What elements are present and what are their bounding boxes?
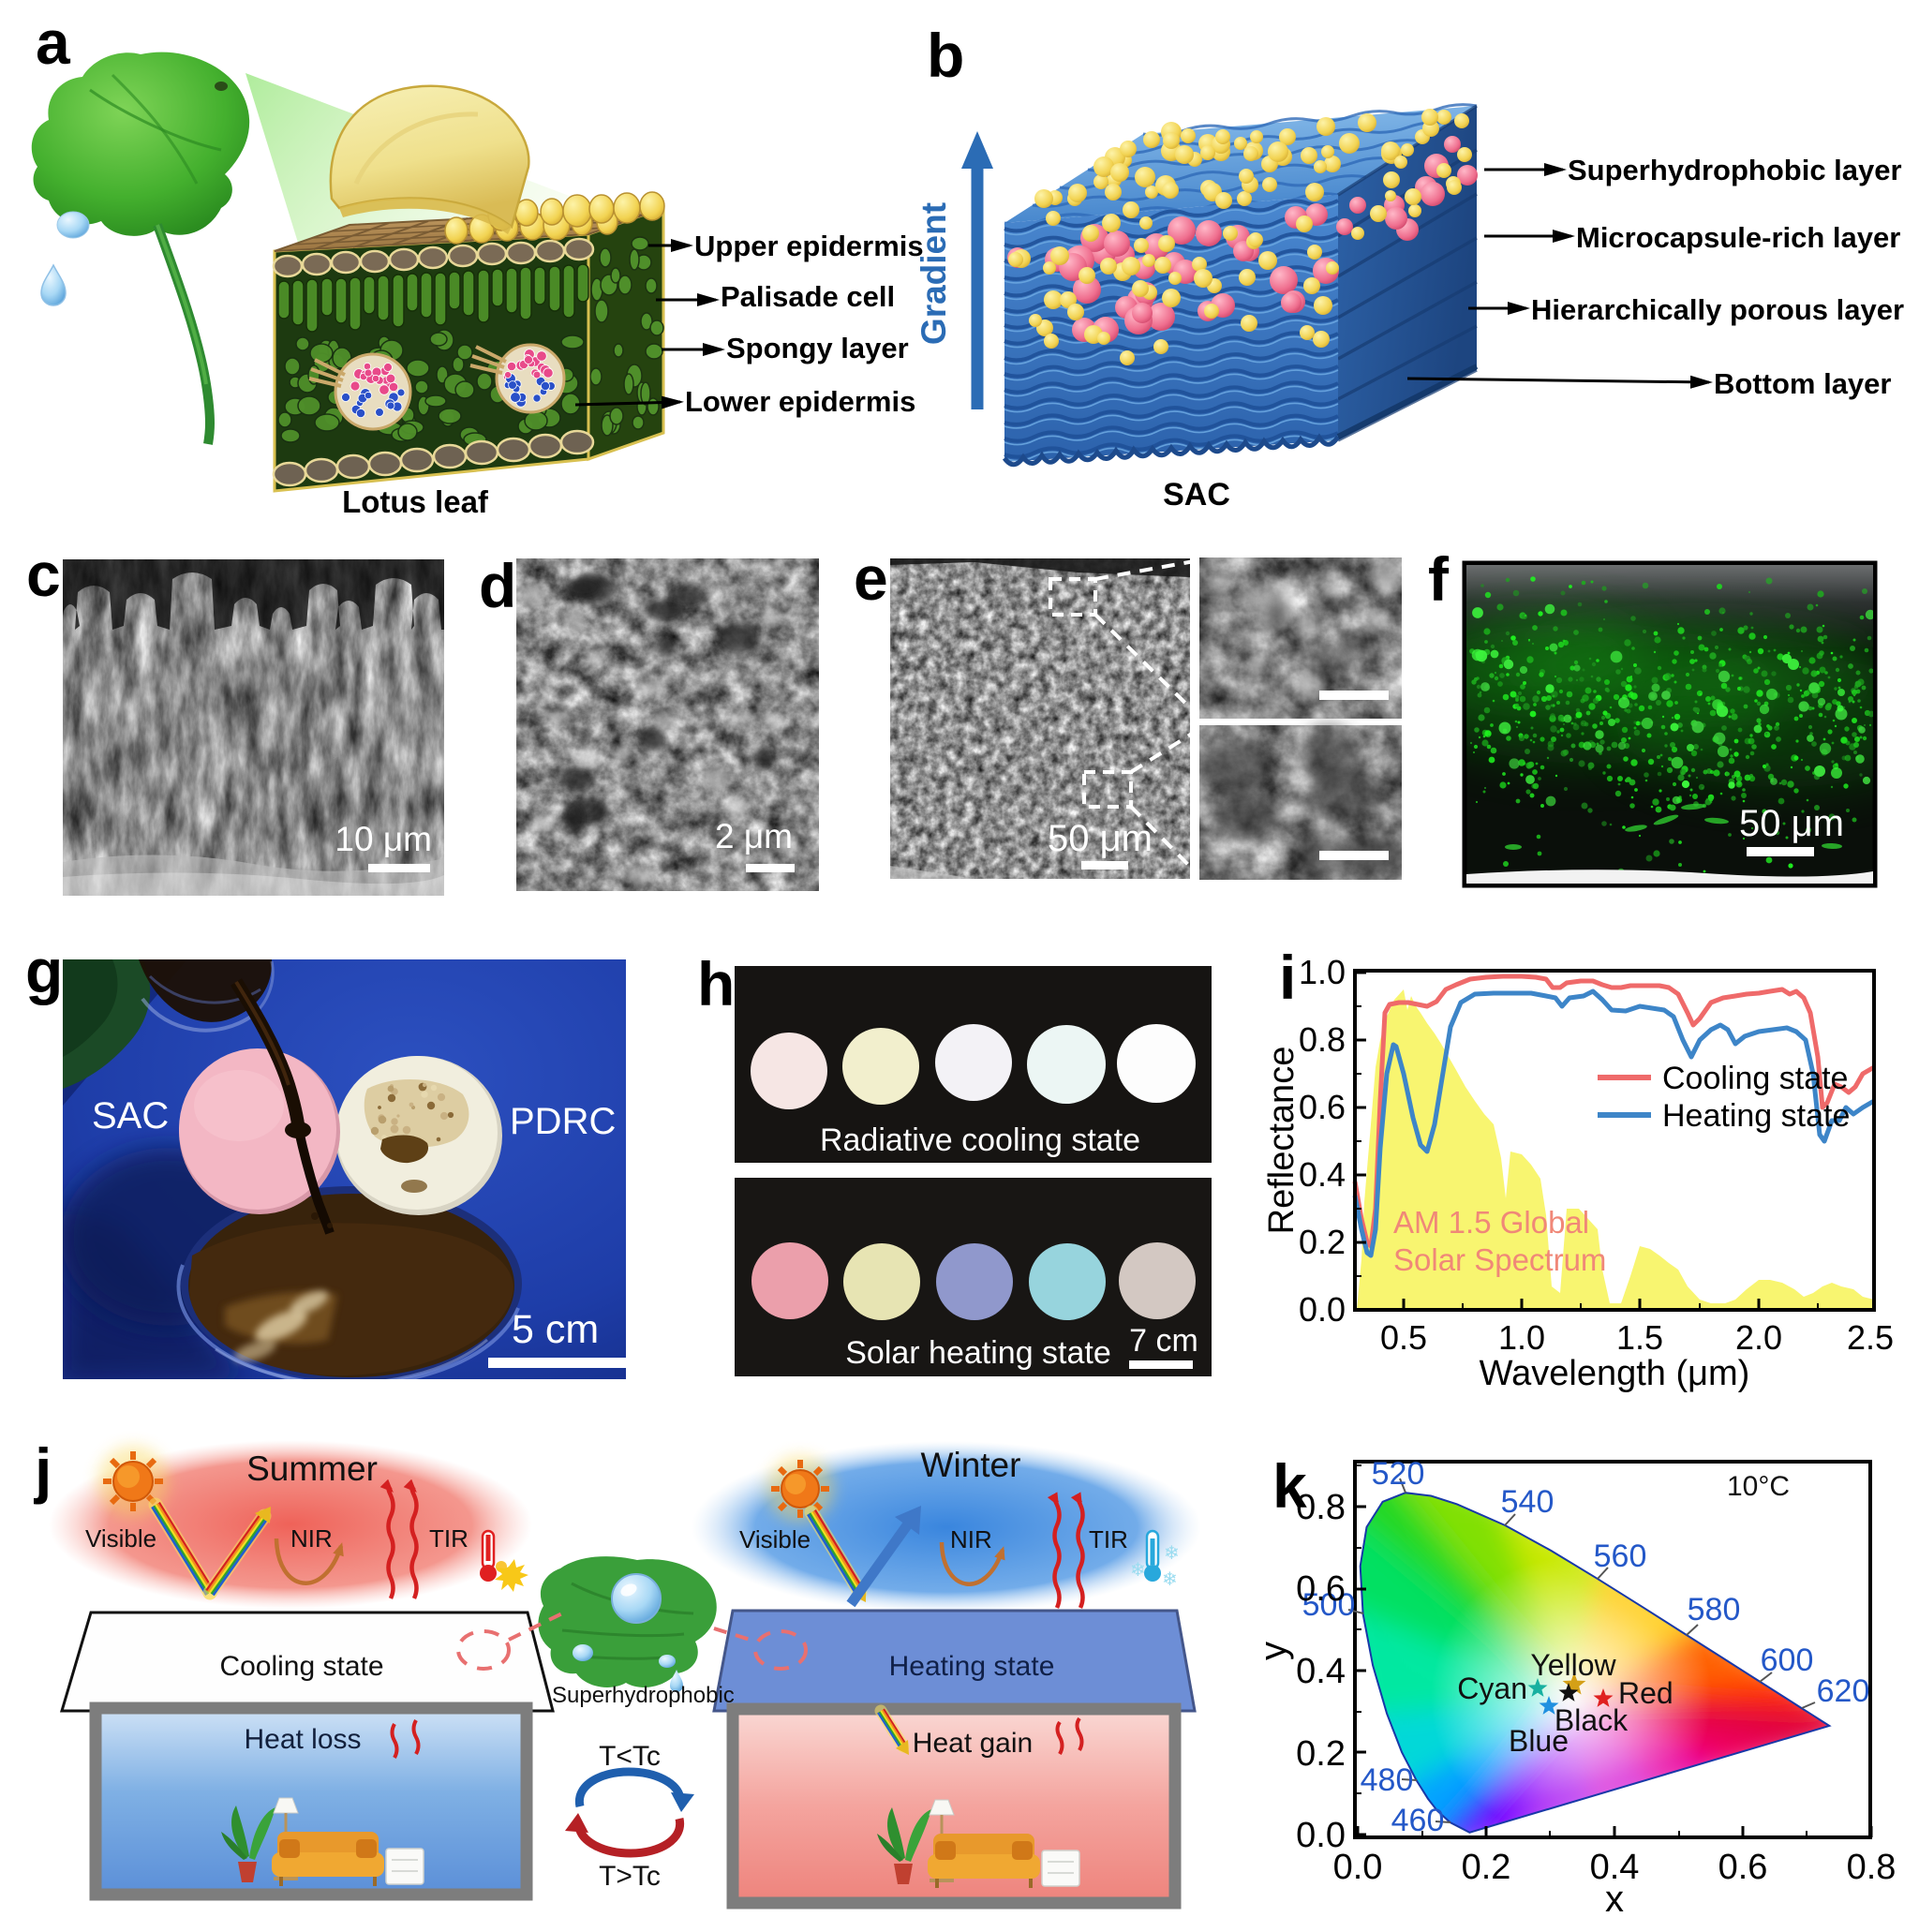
svg-text:Lotus leaf: Lotus leaf — [342, 484, 489, 519]
svg-text:0.5: 0.5 — [1380, 1318, 1427, 1357]
svg-text:2 μm: 2 μm — [715, 817, 793, 855]
svg-text:Cooling state: Cooling state — [1662, 1061, 1848, 1096]
svg-text:0.6: 0.6 — [1718, 1848, 1768, 1887]
svg-text:Cooling state: Cooling state — [219, 1651, 383, 1682]
svg-text:0.8: 0.8 — [1847, 1848, 1897, 1887]
svg-text:580: 580 — [1688, 1592, 1741, 1627]
svg-text:❄: ❄ — [1130, 1560, 1146, 1581]
svg-text:0.0: 0.0 — [1333, 1848, 1383, 1887]
svg-text:10°C: 10°C — [1727, 1471, 1790, 1502]
svg-text:600: 600 — [1761, 1642, 1814, 1678]
svg-text:Heating state: Heating state — [889, 1651, 1055, 1682]
svg-text:h: h — [697, 949, 735, 1018]
svg-text:0.4: 0.4 — [1296, 1652, 1346, 1691]
svg-text:0.4: 0.4 — [1299, 1155, 1346, 1194]
svg-text:Summer: Summer — [246, 1449, 378, 1488]
svg-text:0.0: 0.0 — [1299, 1290, 1346, 1329]
svg-text:PDRC: PDRC — [510, 1101, 616, 1142]
svg-text:Reflectance: Reflectance — [1262, 1047, 1302, 1235]
svg-text:0.6: 0.6 — [1299, 1088, 1346, 1126]
svg-text:x: x — [1605, 1879, 1624, 1920]
svg-text:Black: Black — [1555, 1703, 1629, 1737]
svg-text:b: b — [927, 21, 964, 90]
svg-text:Upper epidermis: Upper epidermis — [694, 230, 924, 262]
svg-text:620: 620 — [1817, 1673, 1870, 1709]
svg-text:Lower epidermis: Lower epidermis — [685, 385, 915, 418]
svg-text:NIR: NIR — [290, 1524, 333, 1553]
svg-text:d: d — [479, 551, 516, 620]
svg-text:SAC: SAC — [1163, 477, 1230, 513]
svg-text:NIR: NIR — [950, 1525, 992, 1553]
svg-text:Radiative cooling state: Radiative cooling state — [820, 1122, 1140, 1158]
svg-text:0.4: 0.4 — [1590, 1848, 1640, 1887]
svg-text:480: 480 — [1361, 1762, 1414, 1798]
svg-text:0.2: 0.2 — [1296, 1734, 1346, 1774]
svg-text:2.5: 2.5 — [1847, 1318, 1894, 1357]
svg-text:i: i — [1279, 943, 1296, 1012]
svg-text:Heat gain: Heat gain — [913, 1728, 1033, 1759]
svg-text:c: c — [26, 540, 61, 609]
svg-text:e: e — [854, 543, 888, 613]
svg-text:Bottom layer: Bottom layer — [1714, 367, 1891, 400]
svg-text:Solar heating state: Solar heating state — [845, 1335, 1111, 1371]
svg-text:Winter: Winter — [921, 1446, 1021, 1484]
svg-text:Red: Red — [1618, 1676, 1674, 1710]
svg-text:560: 560 — [1594, 1538, 1647, 1574]
svg-text:0.2: 0.2 — [1299, 1223, 1346, 1261]
svg-text:7 cm: 7 cm — [1129, 1323, 1198, 1359]
svg-text:Heating state: Heating state — [1662, 1098, 1850, 1134]
svg-text:1.0: 1.0 — [1299, 953, 1346, 991]
svg-text:Visible: Visible — [739, 1525, 811, 1553]
svg-text:0.8: 0.8 — [1299, 1020, 1346, 1059]
svg-text:Gradient: Gradient — [915, 202, 953, 345]
svg-text:AM 1.5 Global: AM 1.5 Global — [1393, 1205, 1589, 1240]
svg-text:1.5: 1.5 — [1616, 1318, 1663, 1357]
svg-text:T<Tc: T<Tc — [599, 1741, 661, 1772]
svg-text:Hierarchically porous layer: Hierarchically porous layer — [1531, 293, 1904, 326]
svg-text:1.0: 1.0 — [1498, 1318, 1545, 1357]
svg-text:TIR: TIR — [429, 1524, 469, 1553]
svg-text:50 μm: 50 μm — [1048, 818, 1153, 859]
svg-text:Yellow: Yellow — [1530, 1648, 1616, 1682]
svg-text:500: 500 — [1302, 1587, 1356, 1623]
svg-text:y: y — [1253, 1642, 1294, 1660]
svg-text:❄: ❄ — [1162, 1569, 1178, 1590]
svg-text:Blue: Blue — [1509, 1724, 1569, 1758]
svg-text:❄: ❄ — [1164, 1543, 1180, 1564]
svg-text:Superhydrophobic layer: Superhydrophobic layer — [1568, 154, 1902, 186]
svg-text:5 cm: 5 cm — [512, 1307, 599, 1352]
svg-text:Solar Spectrum: Solar Spectrum — [1393, 1242, 1606, 1277]
svg-text:540: 540 — [1501, 1484, 1555, 1520]
svg-text:460: 460 — [1391, 1803, 1445, 1838]
svg-text:Cyan: Cyan — [1457, 1672, 1527, 1705]
svg-text:Visible: Visible — [85, 1524, 156, 1553]
svg-text:Wavelength (μm): Wavelength (μm) — [1480, 1354, 1750, 1393]
svg-text:Microcapsule-rich layer: Microcapsule-rich layer — [1576, 221, 1900, 254]
svg-text:k: k — [1272, 1451, 1307, 1521]
svg-text:f: f — [1428, 544, 1450, 614]
svg-text:g: g — [25, 936, 63, 1005]
svg-text:10 μm: 10 μm — [335, 820, 432, 858]
svg-text:SAC: SAC — [92, 1095, 169, 1137]
svg-text:a: a — [36, 7, 71, 77]
svg-text:TIR: TIR — [1089, 1525, 1128, 1553]
svg-text:Spongy layer: Spongy layer — [726, 332, 909, 364]
svg-text:0.6: 0.6 — [1296, 1569, 1346, 1609]
svg-text:50 μm: 50 μm — [1739, 803, 1844, 844]
svg-text:0.0: 0.0 — [1296, 1816, 1346, 1855]
svg-text:0.8: 0.8 — [1296, 1488, 1346, 1527]
svg-text:Palisade cell: Palisade cell — [721, 280, 895, 313]
svg-text:2.0: 2.0 — [1735, 1318, 1782, 1357]
svg-text:520: 520 — [1372, 1456, 1425, 1492]
svg-text:Superhydrophobic: Superhydrophobic — [552, 1683, 735, 1708]
svg-text:0.2: 0.2 — [1462, 1848, 1511, 1887]
svg-text:Heat loss: Heat loss — [244, 1724, 361, 1755]
svg-text:j: j — [33, 1435, 52, 1505]
svg-text:T>Tc: T>Tc — [599, 1861, 661, 1892]
